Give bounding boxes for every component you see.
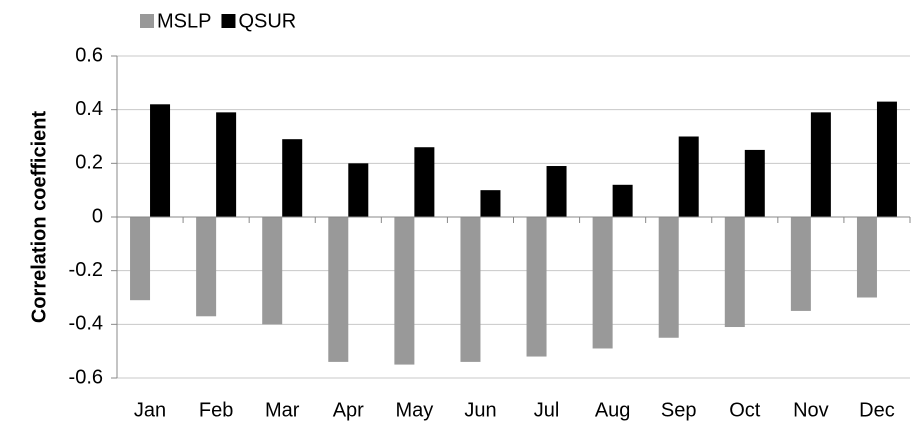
bar — [394, 217, 415, 365]
y-tick-label: -0.6 — [69, 366, 103, 388]
x-tick-label: May — [395, 399, 433, 421]
bar — [460, 217, 481, 362]
x-tick-label: Oct — [729, 399, 761, 421]
bar — [546, 166, 567, 217]
x-tick-label: Sep — [661, 399, 697, 421]
bar — [678, 136, 699, 217]
legend-label: QSUR — [238, 10, 296, 32]
bar — [658, 217, 679, 338]
y-axis-title: Correlation coefficient — [28, 111, 50, 324]
x-tick-label: Nov — [793, 399, 829, 421]
bar — [856, 217, 877, 298]
bar — [876, 101, 897, 217]
x-tick-label: Apr — [333, 399, 364, 421]
x-tick-label: Jul — [534, 399, 560, 421]
bar — [526, 217, 547, 357]
bar — [196, 217, 217, 317]
bar — [612, 184, 633, 217]
x-tick-label: Mar — [265, 399, 300, 421]
x-tick-label: Dec — [859, 399, 895, 421]
bar — [744, 149, 765, 217]
x-tick-label: Jan — [134, 399, 166, 421]
legend-swatch — [140, 14, 154, 28]
bar — [480, 190, 501, 217]
bar — [810, 112, 831, 217]
bar — [414, 147, 435, 217]
bar — [790, 217, 811, 311]
y-tick-label: 0 — [92, 205, 103, 227]
bar — [130, 217, 151, 301]
bar — [328, 217, 349, 362]
x-tick-label: Aug — [595, 399, 631, 421]
bar — [592, 217, 613, 349]
legend-swatch — [221, 14, 236, 28]
bar — [348, 163, 369, 217]
bar — [262, 217, 283, 325]
bar — [282, 139, 303, 217]
bar — [724, 217, 745, 328]
bar — [150, 104, 171, 217]
x-tick-label: Feb — [199, 399, 233, 421]
x-tick-label: Jun — [464, 399, 496, 421]
y-tick-label: 0.2 — [75, 152, 103, 174]
y-tick-label: -0.4 — [69, 313, 103, 335]
bar — [216, 112, 237, 217]
y-tick-label: 0.6 — [75, 44, 103, 66]
y-tick-label: 0.4 — [75, 98, 103, 120]
legend-label: MSLP — [157, 10, 211, 32]
y-tick-label: -0.2 — [69, 259, 103, 281]
